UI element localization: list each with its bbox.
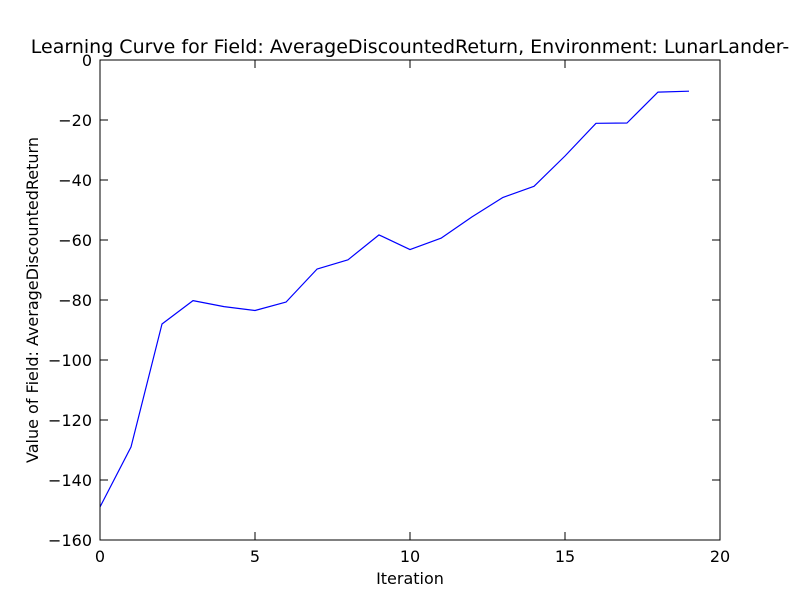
x-axis-label: Iteration	[376, 569, 444, 588]
x-tick-label: 5	[250, 547, 260, 566]
x-tick-label: 0	[95, 547, 105, 566]
x-tick-label: 10	[400, 547, 420, 566]
y-tick-label: −20	[58, 111, 92, 130]
ticks-layer: 0 5 10 15 20 0 −20 −40 −60 −80 −100 −120 −140 −160	[48, 51, 730, 566]
x-tick-label: 20	[710, 547, 730, 566]
chart-title: Learning Curve for Field: AverageDiscoun…	[31, 36, 789, 58]
y-tick-label: −120	[48, 411, 92, 430]
y-tick-label: −40	[58, 171, 92, 190]
x-tick-label: 15	[555, 547, 575, 566]
y-tick-label: −80	[58, 291, 92, 310]
y-tick-label: −160	[48, 531, 92, 550]
y-axis-label: Value of Field: AverageDiscountedReturn	[23, 137, 42, 463]
series-line	[99, 90, 690, 508]
y-tick-label: −60	[58, 231, 92, 250]
data-layer	[99, 90, 690, 508]
y-tick-label: −100	[48, 351, 92, 370]
plot-frame	[99, 59, 721, 541]
y-tick-label: −140	[48, 471, 92, 490]
y-tick-label: 0	[82, 51, 92, 70]
